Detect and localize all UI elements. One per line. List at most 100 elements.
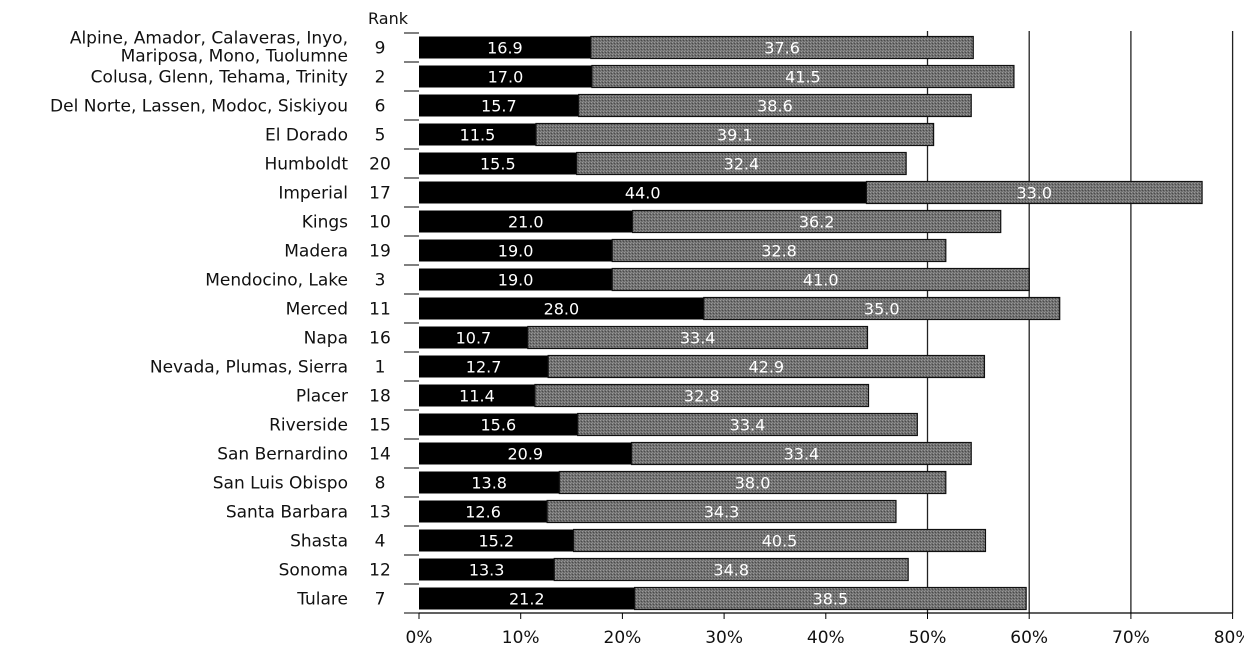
data-label: 33.4 [730,416,766,435]
data-label: 13.3 [469,561,505,580]
bar-segment-dark [419,384,535,407]
data-label: 36.2 [799,213,835,232]
rank-value: 20 [369,155,391,175]
rank-value: 5 [375,126,386,146]
data-label: 38.0 [735,474,771,493]
rank-value: 12 [369,561,391,581]
bar-segment-gray [576,151,907,176]
data-label: 44.0 [625,184,661,203]
bar-segment-dark [419,181,867,204]
data-label: 32.4 [724,155,760,174]
category-label: Madera [284,242,348,262]
rank-value: 2 [375,68,386,88]
data-label: 15.6 [481,416,517,435]
bar-segment-dark [419,65,592,88]
category-label: Del Norte, Lassen, Modoc, Siskiyou [50,97,348,117]
data-label: 16.9 [487,39,523,58]
data-label: 33.4 [784,445,820,464]
rank-value: 13 [369,503,391,523]
data-labels: 16.9 37.6 17.0 41.5 15.7 38.6 11.5 39.1 15.5 32.4… [456,39,1053,609]
data-label: 15.5 [480,155,516,174]
rank-value: 7 [375,590,386,610]
x-tick-label: 70% [1112,628,1150,648]
data-label: 21.0 [508,213,544,232]
data-label: 28.0 [544,300,580,319]
bar-segment-dark [419,297,704,320]
rank-value: 8 [375,474,386,494]
category-label: Riverside [269,416,348,436]
rank-value: 17 [369,184,391,204]
rank-value: 11 [369,300,391,320]
bar-segment-gray [703,296,1061,321]
bar-segment-gray [553,557,909,582]
category-label: Santa Barbara [226,503,348,523]
bar-segment-gray [630,441,972,466]
bar-segment-dark [419,36,591,59]
data-label: 17.0 [488,68,524,87]
bar-segment-dark [419,442,632,465]
x-tick-label: 50% [909,628,947,648]
data-label: 19.0 [498,242,534,261]
bar-segment-gray [577,412,918,437]
data-label: 11.4 [459,387,495,406]
category-label: Shasta [290,532,348,552]
data-label: 11.5 [460,126,496,145]
category-labels: Alpine, Amador, Calaveras, Inyo,Mariposa… [50,29,348,610]
category-label: Napa [304,329,348,349]
data-label: 15.7 [481,97,517,116]
category-label: Sonoma [279,561,348,581]
x-tick-label: 0% [406,628,433,648]
data-label: 35.0 [864,300,900,319]
bar-segment-gray [558,470,947,495]
bars [419,35,1203,611]
x-tick-label: 30% [705,628,743,648]
data-label: 40.5 [762,532,798,551]
rank-value: 6 [375,97,386,117]
bar-segment-dark [419,413,578,436]
category-label: San Luis Obispo [213,474,348,494]
data-label: 34.3 [704,503,740,522]
x-tick-label: 40% [807,628,845,648]
data-label: 41.5 [785,68,821,87]
x-axis: 0% 10% 20% 30% 40% 50% 60% 70% 80% [404,32,1244,648]
rank-header: Rank [368,9,409,28]
data-label: 15.2 [478,532,514,551]
bar-segment-dark [419,587,635,610]
rank-value: 18 [369,387,391,407]
category-label: Tulare [296,590,348,610]
data-label: 37.6 [764,39,800,58]
rank-value: 9 [375,39,386,59]
data-label: 41.0 [803,271,839,290]
bar-segment-dark [419,471,560,494]
bar-segment-gray [534,383,870,408]
category-label: Alpine, Amador, Calaveras, Inyo, [70,29,348,49]
bar-segment-dark [419,500,548,523]
category-label: Kings [302,213,348,233]
category-label: Imperial [278,184,348,204]
data-label: 39.1 [717,126,753,145]
data-label: 38.6 [757,97,793,116]
bar-segment-dark [419,268,613,291]
rank-value: 1 [375,358,386,378]
bar-segment-gray [631,209,1002,234]
x-tick-label: 10% [502,628,540,648]
rank-column: Rank 9 2 6 5 20 17 10 19 3 11 16 1 18 15 14 8 13 4 12 7 [368,9,409,610]
category-label: El Dorado [265,126,348,146]
gridlines [926,31,1234,613]
bar-segment-dark [419,210,633,233]
rank-value: 15 [369,416,391,436]
data-label: 21.2 [509,590,545,609]
bar-segment-gray [611,267,1030,292]
data-label: 33.0 [1016,184,1052,203]
data-label: 10.7 [456,329,492,348]
rank-value: 3 [375,271,386,291]
data-label: 33.4 [680,329,716,348]
bar-segment-dark [419,355,549,378]
rank-value: 14 [369,445,391,465]
bar-segment-gray [527,325,869,350]
data-label: 13.8 [471,474,507,493]
bar-segment-gray [611,238,947,263]
category-label: San Bernardino [217,445,348,465]
data-label: 34.8 [713,561,749,580]
